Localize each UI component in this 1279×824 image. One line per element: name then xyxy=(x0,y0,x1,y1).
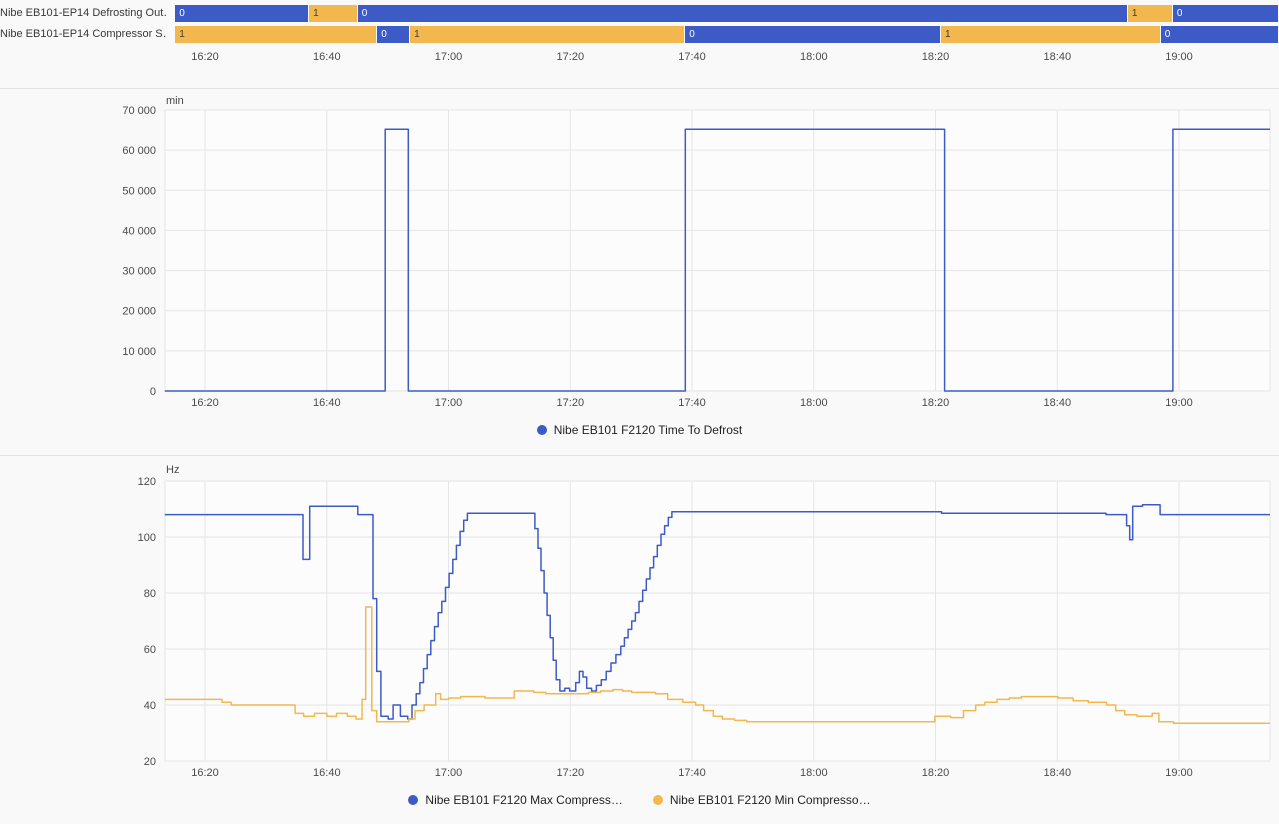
legend-item[interactable]: Nibe EB101 F2120 Min Compresso… xyxy=(652,793,871,807)
legend-dot-amber xyxy=(652,795,663,805)
y-tick-label: 70 000 xyxy=(122,105,156,117)
state-timeline-section: Nibe EB101-EP14 Defrosting Out… 0 1 0 1 0 Nibe… xyxy=(0,0,1279,88)
timeline-segment[interactable]: 1 xyxy=(175,26,377,43)
x-tick-label: 17:20 xyxy=(557,767,585,779)
x-tick-label: 19:00 xyxy=(1165,767,1193,779)
legend-item[interactable]: Nibe EB101 F2120 Max Compress… xyxy=(408,793,623,807)
timeline-entity-name[interactable]: Nibe EB101-EP14 Compressor S… xyxy=(0,28,166,40)
time-to-defrost-chart-section: min 0 10 000 20 000 30 000 40 000 50 000 60 00… xyxy=(0,89,1279,455)
x-tick-label: 18:00 xyxy=(800,767,828,779)
x-tick-label: 17:40 xyxy=(678,51,706,63)
timeline-segment[interactable]: 0 xyxy=(357,5,1127,22)
legend-item[interactable]: Nibe EB101 F2120 Time To Defrost xyxy=(536,423,743,437)
timeline-segment[interactable]: 0 xyxy=(175,5,309,22)
x-tick-label: 17:00 xyxy=(435,767,463,779)
chart-legend: Nibe EB101 F2120 Max Compress… Nibe EB101… xyxy=(0,793,1279,807)
y-axis-unit-min: min xyxy=(166,95,184,107)
x-tick-label: 17:20 xyxy=(556,51,585,63)
plot-area[interactable] xyxy=(164,109,1271,392)
x-tick-label: 16:20 xyxy=(191,51,219,63)
legend-dot-blue xyxy=(408,795,419,805)
legend-label: Nibe EB101 F2120 Time To Defrost xyxy=(553,423,743,437)
x-tick-label: 17:00 xyxy=(435,397,463,409)
y-tick-label: 10 000 xyxy=(122,346,156,358)
legend-label: Nibe EB101 F2120 Max Compress… xyxy=(425,793,623,807)
x-tick-label: 18:40 xyxy=(1044,767,1072,779)
x-tick-label: 18:20 xyxy=(922,767,950,779)
x-tick-label: 16:20 xyxy=(191,397,219,409)
timeline-segment[interactable]: 0 xyxy=(685,26,940,43)
x-tick-label: 17:40 xyxy=(678,397,706,409)
y-tick-label: 0 xyxy=(150,386,156,398)
plot-area[interactable] xyxy=(164,480,1271,762)
y-tick-label: 30 000 xyxy=(122,266,156,278)
series-line-blue[interactable] xyxy=(164,128,1270,392)
x-tick-label: 16:40 xyxy=(313,51,341,63)
y-tick-label: 60 xyxy=(144,644,156,656)
timeline-entity-name[interactable]: Nibe EB101-EP14 Defrosting Out… xyxy=(0,7,166,19)
y-axis-unit-hz: Hz xyxy=(166,464,180,476)
y-tick-label: 50 000 xyxy=(122,185,156,197)
legend-dot-blue xyxy=(536,425,547,435)
timeline-segment[interactable]: 0 xyxy=(377,26,410,43)
compressor-frequency-chart-section: Hz 20 40 60 80 100 120 16:20 16:40 17:00 17:20 17:… xyxy=(0,456,1279,824)
x-tick-label: 18:40 xyxy=(1044,397,1072,409)
section-divider xyxy=(0,88,1279,89)
timeline-segment[interactable]: 1 xyxy=(309,5,357,22)
timeline-segment[interactable]: 0 xyxy=(1160,26,1278,43)
x-tick-label: 18:20 xyxy=(922,397,950,409)
x-tick-label: 18:20 xyxy=(921,51,950,63)
y-tick-label: 80 xyxy=(144,588,156,600)
y-tick-label: 40 xyxy=(144,700,156,712)
x-tick-label: 17:40 xyxy=(678,767,706,779)
legend-label: Nibe EB101 F2120 Min Compresso… xyxy=(669,793,871,807)
x-tick-label: 18:40 xyxy=(1043,51,1072,63)
x-tick-label: 19:00 xyxy=(1165,397,1193,409)
y-tick-label: 20 000 xyxy=(122,306,156,318)
x-tick-label: 17:00 xyxy=(434,51,463,63)
x-tick-label: 16:40 xyxy=(313,767,341,779)
y-tick-label: 40 000 xyxy=(122,225,156,237)
y-tick-label: 60 000 xyxy=(122,145,156,157)
timeline-segment[interactable]: 1 xyxy=(410,26,685,43)
timeline-segment[interactable]: 0 xyxy=(1172,5,1278,22)
x-tick-label: 19:00 xyxy=(1165,51,1193,63)
x-tick-label: 17:20 xyxy=(557,397,585,409)
y-tick-label: 100 xyxy=(138,532,156,544)
x-tick-label: 16:40 xyxy=(313,397,341,409)
time-to-defrost-chart[interactable]: 0 10 000 20 000 30 000 40 000 50 000 60 000 70 … xyxy=(0,89,1279,455)
compressor-frequency-chart[interactable]: 20 40 60 80 100 120 16:20 16:40 17:00 17:20 17:40 1… xyxy=(0,456,1279,824)
y-tick-label: 20 xyxy=(144,756,156,768)
x-tick-label: 16:20 xyxy=(191,767,219,779)
x-tick-label: 18:00 xyxy=(800,397,828,409)
section-divider xyxy=(0,455,1279,456)
timeline-segment[interactable]: 1 xyxy=(1127,5,1172,22)
timeline-segment[interactable]: 1 xyxy=(941,26,1160,43)
x-tick-label: 18:00 xyxy=(800,51,828,63)
series-line-blue[interactable] xyxy=(164,504,1270,720)
chart-legend: Nibe EB101 F2120 Time To Defrost xyxy=(0,423,1279,437)
series-line-amber[interactable] xyxy=(164,606,1270,724)
y-tick-label: 120 xyxy=(138,476,156,488)
